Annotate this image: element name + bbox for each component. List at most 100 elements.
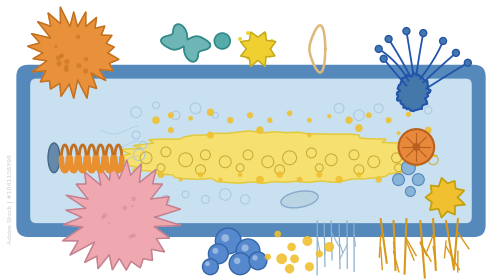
Circle shape — [285, 264, 294, 274]
Circle shape — [256, 126, 264, 134]
Circle shape — [264, 254, 271, 260]
Circle shape — [276, 253, 287, 264]
Circle shape — [260, 59, 264, 63]
Circle shape — [406, 112, 411, 117]
Circle shape — [256, 176, 264, 183]
Circle shape — [76, 35, 80, 39]
Circle shape — [234, 258, 240, 264]
Circle shape — [355, 124, 362, 132]
Circle shape — [403, 28, 410, 34]
Circle shape — [268, 54, 272, 58]
Circle shape — [395, 171, 402, 178]
Circle shape — [346, 116, 352, 124]
Circle shape — [64, 59, 70, 64]
Circle shape — [375, 45, 382, 52]
Circle shape — [396, 131, 400, 135]
Text: Adobe Stock | #1041108398: Adobe Stock | #1041108398 — [8, 155, 13, 244]
Polygon shape — [28, 7, 119, 98]
Circle shape — [206, 109, 214, 116]
Circle shape — [102, 216, 105, 219]
Circle shape — [366, 112, 372, 118]
Circle shape — [276, 171, 283, 178]
Circle shape — [412, 174, 424, 186]
Circle shape — [296, 177, 302, 183]
Circle shape — [83, 68, 88, 74]
Circle shape — [380, 55, 387, 62]
Circle shape — [198, 172, 203, 177]
Circle shape — [238, 37, 242, 41]
Polygon shape — [161, 24, 210, 62]
Circle shape — [392, 174, 404, 186]
Circle shape — [406, 186, 415, 197]
Circle shape — [102, 213, 107, 218]
Ellipse shape — [48, 143, 60, 173]
Circle shape — [267, 118, 272, 123]
Circle shape — [56, 55, 61, 60]
Circle shape — [131, 205, 134, 207]
Circle shape — [356, 172, 362, 177]
Circle shape — [386, 117, 392, 123]
Circle shape — [236, 239, 260, 263]
Circle shape — [218, 178, 222, 182]
Circle shape — [238, 172, 242, 177]
Circle shape — [205, 262, 210, 266]
Circle shape — [129, 235, 133, 239]
Ellipse shape — [281, 191, 318, 208]
Circle shape — [229, 253, 251, 275]
Circle shape — [336, 176, 343, 183]
Circle shape — [307, 133, 312, 137]
Circle shape — [158, 171, 164, 178]
Circle shape — [398, 129, 434, 165]
Circle shape — [249, 252, 267, 270]
Circle shape — [60, 55, 62, 57]
Circle shape — [376, 176, 382, 183]
Circle shape — [64, 68, 68, 72]
Circle shape — [274, 231, 281, 237]
Circle shape — [246, 56, 250, 60]
Circle shape — [252, 255, 258, 260]
Circle shape — [108, 222, 110, 224]
Circle shape — [188, 116, 193, 121]
Circle shape — [76, 63, 82, 68]
Circle shape — [208, 244, 228, 264]
Circle shape — [207, 132, 214, 139]
Circle shape — [288, 243, 296, 251]
Circle shape — [327, 114, 332, 118]
Circle shape — [287, 111, 292, 116]
Circle shape — [270, 39, 274, 43]
Circle shape — [132, 233, 136, 238]
Circle shape — [131, 196, 136, 201]
Circle shape — [152, 116, 160, 124]
Circle shape — [227, 117, 234, 123]
FancyBboxPatch shape — [16, 65, 486, 237]
Polygon shape — [62, 160, 181, 270]
Circle shape — [263, 32, 267, 36]
Circle shape — [316, 172, 322, 178]
Polygon shape — [240, 32, 276, 66]
Circle shape — [212, 248, 218, 254]
Polygon shape — [120, 131, 437, 183]
Circle shape — [214, 33, 230, 49]
Circle shape — [60, 53, 64, 58]
Circle shape — [424, 127, 432, 134]
Circle shape — [420, 30, 426, 36]
Polygon shape — [426, 178, 465, 218]
Circle shape — [316, 250, 323, 258]
Circle shape — [216, 228, 241, 254]
Circle shape — [302, 236, 312, 246]
Polygon shape — [397, 73, 430, 111]
Circle shape — [168, 112, 174, 118]
Circle shape — [290, 255, 299, 263]
Circle shape — [402, 161, 415, 175]
Circle shape — [305, 262, 314, 271]
Circle shape — [247, 112, 253, 118]
FancyBboxPatch shape — [30, 79, 472, 223]
Circle shape — [385, 36, 392, 43]
Circle shape — [246, 31, 250, 35]
Circle shape — [307, 118, 312, 123]
Circle shape — [412, 143, 420, 151]
Circle shape — [64, 65, 69, 70]
Circle shape — [452, 49, 460, 56]
Circle shape — [178, 178, 182, 182]
Circle shape — [168, 127, 174, 133]
